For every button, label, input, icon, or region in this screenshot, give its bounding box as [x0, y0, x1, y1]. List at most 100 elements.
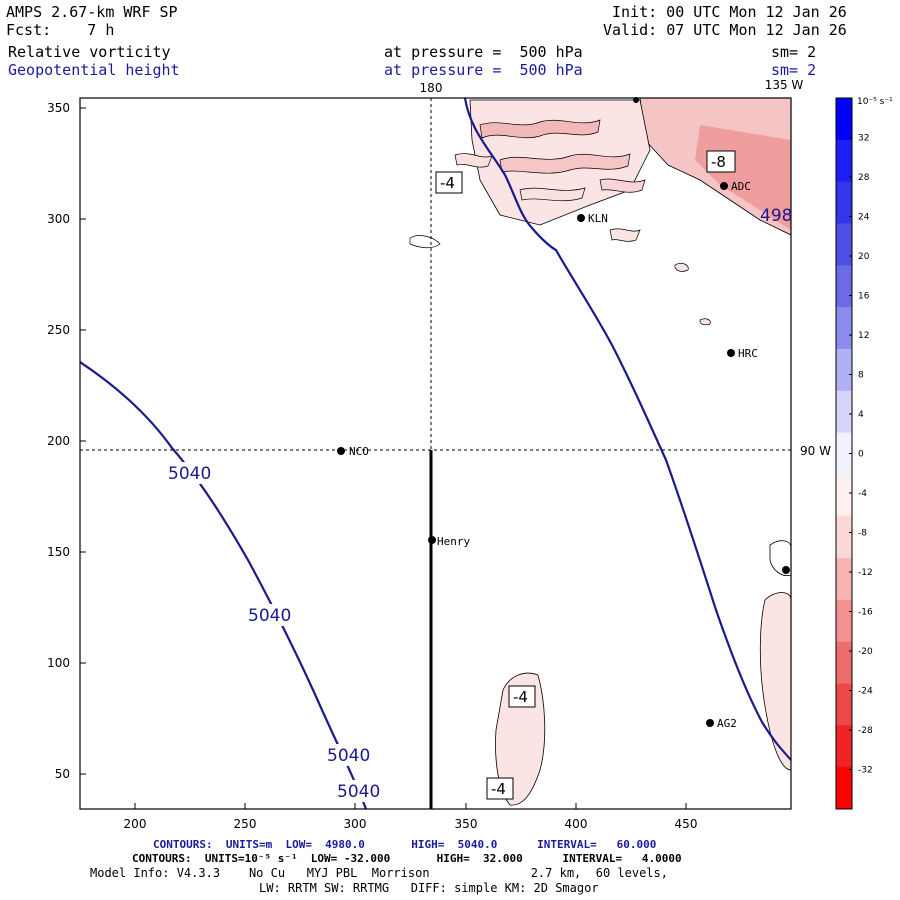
- field1-name: Relative vorticity: [8, 43, 171, 61]
- axis-ticks: [80, 107, 687, 809]
- longitude-labels: 180 135 W 90 W: [420, 78, 832, 458]
- y-tick: 250: [47, 323, 70, 337]
- physics-info: LW: RRTM SW: RRTMG DIFF: simple KM: 2D S…: [259, 881, 599, 895]
- colorbar-swatch: [836, 558, 852, 601]
- x-tick: 400: [565, 817, 588, 831]
- colorbar-tick-label: -20: [858, 647, 873, 657]
- colorbar-tick-label: -16: [858, 608, 873, 618]
- station-label: HRC: [738, 347, 758, 360]
- vorticity-shading: [409, 98, 791, 806]
- station-marker: [337, 447, 345, 455]
- height-contour-labels: 5040 5040 5040 5040 498: [163, 206, 792, 802]
- colorbar-tick-label: 16: [858, 292, 870, 302]
- colorbar-swatch: [836, 98, 852, 141]
- field1-smooth: sm= 2: [771, 43, 817, 61]
- colorbar-swatch: [836, 641, 852, 685]
- colorbar-tick-label: -24: [858, 687, 873, 697]
- station-marker: [782, 566, 790, 574]
- colorbar-swatch: [836, 181, 852, 224]
- colorbar-swatch: [836, 767, 852, 810]
- colorbar-swatch: [836, 307, 852, 350]
- field2-name: Geopotential height: [8, 61, 180, 79]
- station-label: KLN: [588, 212, 608, 225]
- station-marker: [428, 536, 436, 544]
- colorbar-swatch: [836, 683, 852, 726]
- station-label: AG2: [717, 717, 737, 730]
- lon-180-label: 180: [420, 81, 443, 95]
- station-label: ADC: [731, 180, 751, 193]
- colorbar-tick-label: 24: [858, 213, 870, 223]
- field1-level: at pressure = 500 hPa: [384, 43, 583, 61]
- colorbar-tick-label: -8: [858, 529, 867, 539]
- colorbar-unit: 10⁻⁵ s⁻¹: [857, 97, 893, 107]
- colorbar-tick-label: -28: [858, 726, 873, 736]
- colorbar-tick-label: -12: [858, 568, 873, 578]
- vorticity-label: -4: [513, 688, 528, 706]
- colorbar-tick-label: 32: [858, 134, 869, 144]
- forecast-hour: Fcst: 7 h: [6, 21, 115, 39]
- colorbar-swatch: [836, 265, 852, 308]
- height-contours: [80, 98, 791, 809]
- colorbar-tick-label: 20: [858, 252, 870, 262]
- init-time: Init: 00 UTC Mon 12 Jan 26: [612, 3, 847, 21]
- station-label: NCO: [349, 445, 369, 458]
- model-info: Model Info: V4.3.3 No Cu MYJ PBL Morriso…: [90, 866, 668, 880]
- y-tick: 100: [47, 656, 70, 670]
- field2-smooth: sm= 2: [771, 61, 817, 79]
- colorbar-tick-label: 28: [858, 173, 870, 183]
- x-tick: 250: [234, 817, 257, 831]
- y-axis-labels: 350 300 250 200 150 100 50: [47, 101, 70, 781]
- colorbar-tick-label: -32: [858, 766, 873, 776]
- contours-height-info: CONTOURS: UNITS=m LOW= 4980.0 HIGH= 5040…: [153, 838, 657, 851]
- x-tick: 350: [455, 817, 478, 831]
- height-label: 5040: [327, 746, 370, 766]
- contours-vorticity-info: CONTOURS: UNITS=10⁻⁵ s⁻¹ LOW= -32.000 HI…: [132, 852, 682, 865]
- colorbar-tick-label: 0: [858, 450, 864, 460]
- station-marker: [633, 97, 639, 103]
- station-marker: [727, 349, 735, 357]
- x-axis-labels: 200 250 300 350 400 450: [124, 817, 698, 831]
- colorbar-tick-label: 8: [858, 371, 864, 381]
- station-label: Henry: [437, 535, 470, 548]
- y-tick: 50: [55, 767, 70, 781]
- forecast-map: 200 250 300 350 400 450 350 300 250 200 …: [47, 78, 893, 831]
- colorbar-tick-label: 4: [858, 410, 864, 420]
- colorbar: 32 28 24 20 16 12 8 4 0 -4 -8 -12 -16 -20 -24 -28 -32: [835, 97, 873, 810]
- lon-90w-label: 90 W: [800, 444, 831, 458]
- station-marker: [706, 719, 714, 727]
- vorticity-contour-labels: -4 -8 -4 -4: [435, 150, 736, 800]
- height-label: 498: [760, 206, 792, 226]
- station-marker: [577, 214, 585, 222]
- y-tick: 300: [47, 212, 70, 226]
- model-title: AMPS 2.67-km WRF SP: [6, 3, 178, 21]
- colorbar-swatch: [836, 139, 852, 183]
- y-tick: 200: [47, 434, 70, 448]
- colorbar-swatch: [836, 390, 852, 434]
- vorticity-label: -4: [491, 780, 506, 798]
- colorbar-swatch: [836, 599, 852, 643]
- height-label: 5040: [248, 606, 291, 626]
- stations: NCO Henry KLN ADC HRC AG2: [337, 97, 790, 730]
- y-tick: 150: [47, 545, 70, 559]
- height-label: 5040: [168, 464, 211, 484]
- colorbar-swatch: [836, 725, 852, 768]
- colorbar-tick-label: 12: [858, 331, 869, 341]
- colorbar-swatch: [836, 474, 852, 517]
- plot-frame: [79, 97, 792, 810]
- station-marker: [720, 182, 728, 190]
- colorbar-swatch: [836, 348, 852, 392]
- x-tick: 300: [344, 817, 367, 831]
- lon-135w-label: 135 W: [765, 78, 804, 92]
- colorbar-swatch: [836, 516, 852, 559]
- vorticity-label: -8: [711, 153, 726, 171]
- height-label: 5040: [337, 782, 380, 802]
- valid-time: Valid: 07 UTC Mon 12 Jan 26: [603, 21, 847, 39]
- graticule-lines: [80, 98, 791, 451]
- x-tick: 450: [675, 817, 698, 831]
- y-tick: 350: [47, 101, 70, 115]
- field2-level: at pressure = 500 hPa: [384, 61, 583, 79]
- colorbar-tick-label: -4: [858, 489, 867, 499]
- colorbar-swatch: [836, 432, 852, 475]
- vorticity-label: -4: [440, 174, 455, 192]
- x-tick: 200: [124, 817, 147, 831]
